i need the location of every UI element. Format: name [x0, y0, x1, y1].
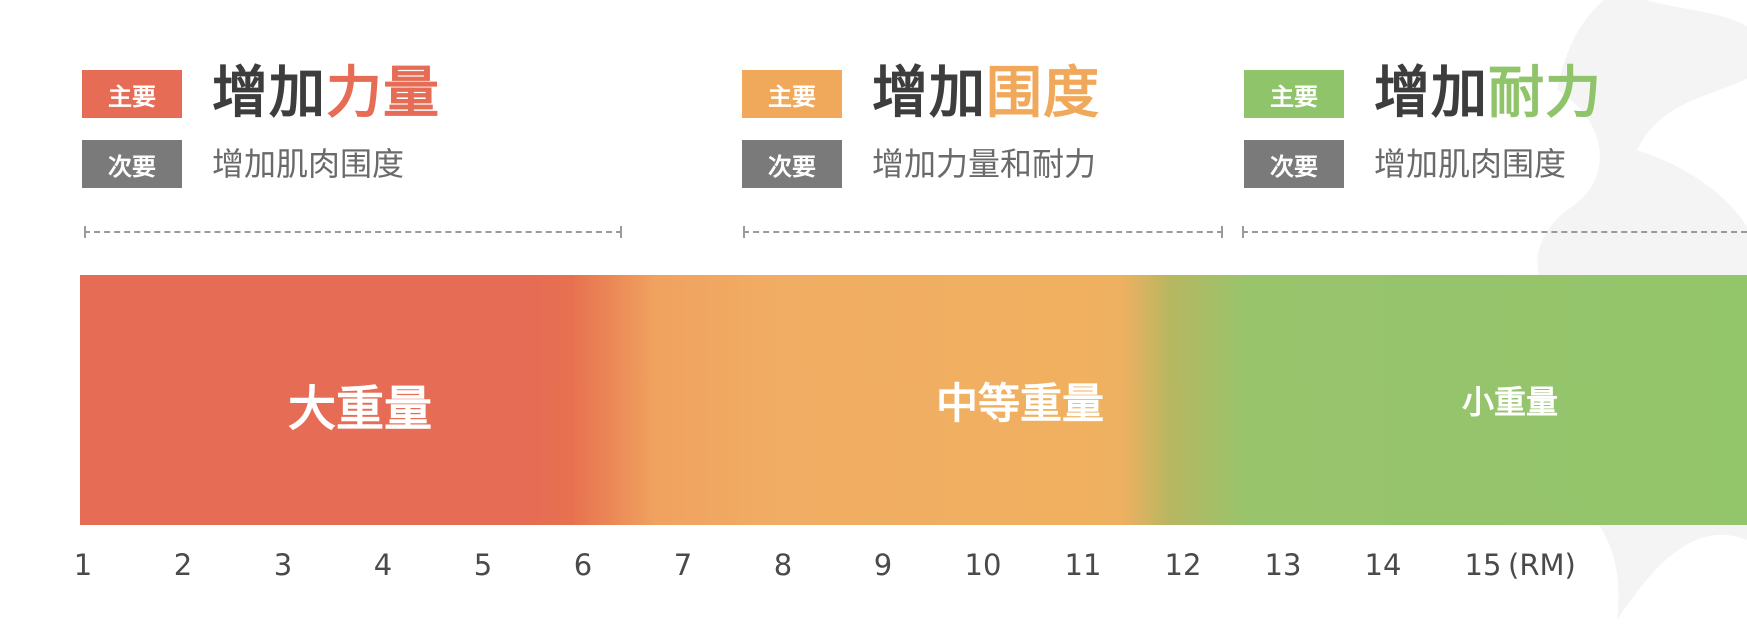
- secondary-text: 增加力量和耐力: [872, 145, 1097, 183]
- secondary-row: 次要 增加肌肉围度: [1244, 140, 1602, 188]
- scale-tick: 5: [473, 548, 493, 582]
- zone-label-light: 小重量: [1461, 383, 1558, 421]
- zone-label-medium: 中等重量: [935, 378, 1104, 428]
- primary-row: 主要 增加力量: [82, 62, 440, 126]
- headline-prefix: 增加: [212, 61, 326, 126]
- secondary-badge: 次要: [742, 140, 842, 188]
- range-bracket-strength: [84, 226, 622, 238]
- scale-tick: 11: [1064, 548, 1102, 582]
- primary-headline: 增加围度: [872, 62, 1100, 126]
- goal-group-size: 主要 增加围度 次要 增加力量和耐力: [742, 62, 1100, 188]
- scale-unit: (RM): [1508, 548, 1576, 582]
- scale-tick: 2: [173, 548, 193, 582]
- goal-group-endurance: 主要 增加耐力 次要 增加肌肉围度: [1244, 62, 1602, 188]
- primary-headline: 增加耐力: [1374, 62, 1602, 126]
- headline-accent: 围度: [986, 61, 1100, 126]
- primary-badge: 主要: [1244, 70, 1344, 118]
- scale-tick: 8: [773, 548, 793, 582]
- scale-tick: 7: [673, 548, 693, 582]
- secondary-row: 次要 增加力量和耐力: [742, 140, 1100, 188]
- secondary-text: 增加肌肉围度: [1374, 145, 1567, 183]
- secondary-text: 增加肌肉围度: [212, 145, 405, 183]
- range-bracket-endurance: [1242, 226, 1747, 238]
- headline-prefix: 增加: [1374, 61, 1488, 126]
- scale-tick: 6: [573, 548, 593, 582]
- primary-row: 主要 增加耐力: [1244, 62, 1602, 126]
- scale-tick: 12: [1164, 548, 1202, 582]
- range-bracket-size: [743, 226, 1223, 238]
- secondary-row: 次要 增加肌肉围度: [82, 140, 440, 188]
- scale-tick: 13: [1264, 548, 1302, 582]
- headline-accent: 耐力: [1488, 61, 1602, 126]
- headline-accent: 力量: [326, 61, 440, 126]
- rm-scale: 1 2 3 4 5 6 7 8 9 10 11 12 13 14 15 (RM): [0, 548, 1747, 588]
- weight-gradient-bar: 大重量 中等重量 小重量: [80, 275, 1747, 525]
- headline-prefix: 增加: [872, 61, 986, 126]
- scale-tick: 4: [373, 548, 393, 582]
- scale-tick: 10: [964, 548, 1002, 582]
- primary-row: 主要 增加围度: [742, 62, 1100, 126]
- scale-tick: 14: [1364, 548, 1402, 582]
- zone-label-heavy: 大重量: [287, 381, 432, 437]
- primary-headline: 增加力量: [212, 62, 440, 126]
- secondary-badge: 次要: [82, 140, 182, 188]
- goal-group-strength: 主要 增加力量 次要 增加肌肉围度: [82, 62, 440, 188]
- scale-tick: 1: [73, 548, 93, 582]
- primary-badge: 主要: [82, 70, 182, 118]
- secondary-badge: 次要: [1244, 140, 1344, 188]
- scale-tick: 9: [873, 548, 893, 582]
- scale-tick: 3: [273, 548, 293, 582]
- scale-tick: 15: [1464, 548, 1502, 582]
- primary-badge: 主要: [742, 70, 842, 118]
